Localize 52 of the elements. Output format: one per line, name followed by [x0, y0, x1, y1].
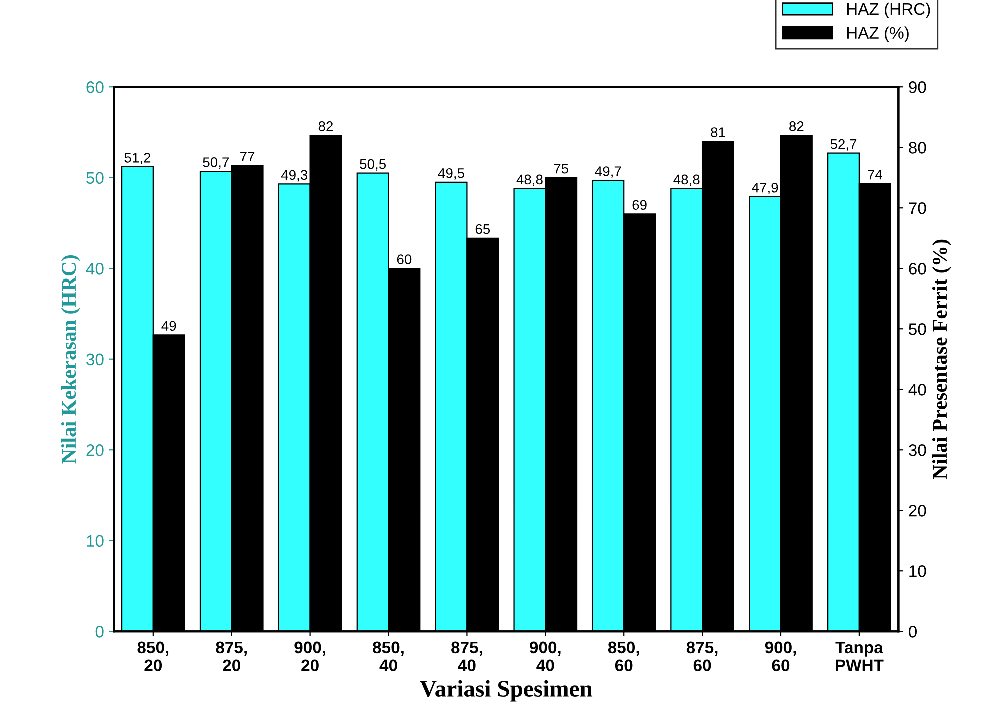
y2-tick-label: 70: [909, 202, 926, 214]
x-tick-label: 900, 20: [294, 642, 326, 672]
y-tick-label: 30: [86, 354, 104, 366]
y2-tick-label: 0: [909, 626, 918, 638]
y-tick-label: 20: [86, 444, 104, 456]
y2-tick-label: 40: [908, 384, 926, 396]
legend-label: HAZ (HRC): [847, 2, 930, 18]
y2-tick-label: 80: [909, 142, 926, 154]
x-tick-label: Tanpa PWHT: [836, 642, 884, 672]
data-label: 74: [868, 170, 882, 180]
data-label: 48,8: [674, 174, 700, 186]
y2-tick-label: 60: [909, 263, 926, 275]
y-tick-label: 10: [87, 535, 104, 548]
data-label: 50,7: [203, 158, 229, 170]
data-label: 82: [318, 122, 334, 132]
data-label: 65: [476, 224, 490, 234]
y-tick-label: 0: [96, 626, 104, 638]
x-axis-title: Variasi Spesimen: [420, 680, 593, 702]
y-tick-label: 50: [86, 172, 104, 184]
data-label: 50,5: [360, 159, 386, 171]
x-tick-label: 900, 60: [765, 642, 796, 672]
y2-axis-title: Nilai Presentase Ferrit (%): [932, 240, 952, 480]
legend-label: HAZ (%): [847, 26, 909, 42]
y2-tick-label: 90: [909, 82, 926, 94]
x-tick-label: 850, 40: [373, 642, 404, 672]
data-label: 69: [632, 200, 647, 210]
x-tick-label: 850, 20: [138, 642, 169, 672]
data-label: 51,2: [124, 153, 151, 164]
y2-tick-label: 20: [909, 505, 926, 517]
data-label: 49,7: [595, 166, 622, 178]
data-label: 49: [162, 321, 176, 332]
data-label: 82: [790, 122, 804, 132]
x-tick-label: 875, 40: [452, 642, 482, 672]
x-tick-label: 850, 60: [608, 642, 640, 672]
data-label: 48,8: [516, 174, 543, 186]
data-label: 75: [554, 164, 568, 174]
x-tick-label: 875, 60: [686, 642, 718, 672]
y2-tick-label: 10: [910, 566, 926, 578]
y-axis-title: Nilai Kekerasan (HRC): [61, 256, 80, 464]
data-label: 47,9: [752, 182, 778, 194]
x-tick-label: 900, 40: [530, 642, 561, 672]
y-tick-label: 40: [86, 263, 104, 275]
data-label: 77: [240, 152, 255, 162]
data-label: 60: [397, 254, 412, 264]
data-label: 49,3: [281, 170, 308, 182]
data-label: 52,7: [830, 139, 857, 151]
y2-tick-label: 50: [909, 324, 926, 336]
data-label: 81: [711, 128, 726, 138]
y-tick-label: 60: [86, 82, 104, 94]
data-label: 49,5: [438, 168, 464, 180]
x-tick-label: 875, 20: [216, 642, 247, 672]
y2-tick-label: 30: [909, 444, 926, 456]
